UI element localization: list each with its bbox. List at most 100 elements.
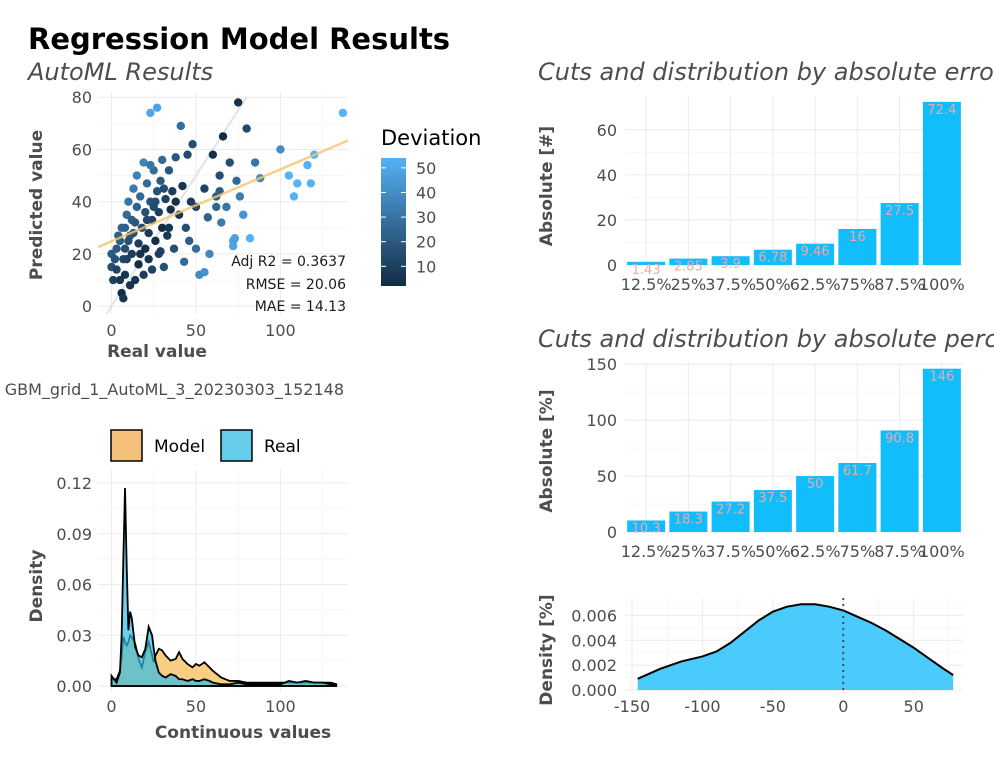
pct-density-x-tick: -50 bbox=[760, 697, 786, 716]
abs-error-x-tick: 87.5% bbox=[874, 275, 925, 294]
scatter-point bbox=[139, 158, 148, 167]
abs-pct-y-tick: 50 bbox=[597, 467, 617, 486]
abs-error-x-tick: 100% bbox=[919, 275, 965, 294]
pct-density-y-label: Density [%] bbox=[537, 594, 557, 705]
scatter-point bbox=[146, 108, 155, 118]
deviation-tick-label: 30 bbox=[416, 208, 436, 227]
scatter-point bbox=[129, 184, 138, 193]
abs-pct-x-tick: 25% bbox=[671, 542, 707, 561]
density-y-tick: 0.09 bbox=[56, 525, 92, 544]
scatter-point bbox=[235, 192, 245, 201]
pct-density-curve bbox=[637, 603, 954, 680]
scatter-point bbox=[159, 184, 169, 193]
pct-density-x-tick: 0 bbox=[838, 697, 848, 716]
model-caption: GBM_grid_1_AutoML_3_20230303_152148 bbox=[5, 380, 344, 400]
scatter-point bbox=[181, 223, 191, 233]
deviation-tick-label: 20 bbox=[416, 233, 436, 252]
abs-pct-bar bbox=[880, 430, 919, 532]
scatter-x-label: Real value bbox=[107, 342, 207, 362]
scatter-points bbox=[107, 98, 348, 303]
abs-error-y-tick: 0 bbox=[607, 256, 617, 275]
scatter-point bbox=[154, 207, 164, 217]
abs-error-y-tick: 40 bbox=[597, 166, 617, 185]
abs-error-bar-label: 9.46 bbox=[801, 245, 830, 260]
abs-error-bar-label: 72.4 bbox=[927, 103, 956, 118]
scatter-point bbox=[200, 184, 209, 193]
abs-error-y-tick: 20 bbox=[597, 211, 617, 230]
abs-error-bar bbox=[753, 249, 792, 265]
legend-swatch-model bbox=[110, 429, 143, 462]
pct-density-y-tick: 0.002 bbox=[571, 656, 617, 675]
scatter-point bbox=[134, 260, 143, 269]
abs-error-bar bbox=[922, 101, 961, 265]
abs-error-bar bbox=[627, 261, 666, 265]
abs-error-x-tick: 12.5% bbox=[621, 275, 672, 294]
scatter-point bbox=[161, 194, 170, 204]
scatter-point bbox=[212, 202, 221, 212]
scatter-point bbox=[156, 247, 165, 256]
density-x-tick: 0 bbox=[106, 697, 116, 716]
abs-error-bar-label: 6.78 bbox=[758, 251, 787, 266]
abs-error-title: Cuts and distribution by absolute error bbox=[538, 58, 994, 86]
scatter-point bbox=[110, 254, 120, 264]
scatter-point bbox=[152, 187, 162, 196]
abs-pct-bar-label: 90.8 bbox=[885, 431, 914, 446]
pct-density-y-tick: 0.004 bbox=[571, 631, 617, 650]
scatter-point bbox=[146, 160, 155, 170]
scatter-point bbox=[120, 270, 130, 280]
scatter-point bbox=[171, 197, 180, 206]
scatter-point bbox=[234, 98, 243, 107]
scatter-x-tick: 100 bbox=[265, 321, 296, 340]
scatter-point bbox=[176, 121, 185, 131]
scatter-point bbox=[284, 171, 294, 180]
abs-error-y-label: Absolute [#] bbox=[537, 126, 557, 246]
abs-error-x-tick: 62.5% bbox=[790, 275, 841, 294]
abs-pct-bar-label: 50 bbox=[807, 477, 824, 492]
abs-pct-x-tick: 50% bbox=[755, 542, 791, 561]
scatter-point bbox=[112, 265, 121, 274]
scatter-y-tick: 60 bbox=[72, 140, 92, 159]
scatter-point bbox=[151, 236, 160, 246]
scatter-point bbox=[122, 210, 131, 219]
pct-density-x-tick: 50 bbox=[904, 697, 924, 716]
scatter-point bbox=[185, 236, 194, 246]
scatter-point bbox=[164, 166, 174, 175]
scatter-point bbox=[132, 171, 142, 180]
abs-pct-y-tick: 0 bbox=[607, 523, 617, 542]
metric-adj-r2: Adj R2 = 0.3637 bbox=[231, 254, 346, 270]
scatter-point bbox=[149, 202, 158, 212]
scatter-point bbox=[166, 205, 175, 214]
scatter-y-tick: 0 bbox=[82, 297, 92, 316]
deviation-tick-label: 40 bbox=[416, 183, 436, 202]
density-y-tick: 0.03 bbox=[56, 626, 92, 645]
scatter-point bbox=[232, 176, 241, 185]
density-y-tick: 0.06 bbox=[56, 576, 92, 595]
scatter-point bbox=[239, 210, 248, 219]
scatter-point bbox=[134, 239, 143, 248]
scatter-point bbox=[276, 145, 285, 154]
density-y-label: Density bbox=[27, 550, 47, 623]
deviation-colorbar bbox=[381, 158, 406, 286]
scatter-point bbox=[142, 179, 152, 188]
abs-error-y-tick: 60 bbox=[597, 121, 617, 140]
abs-pct-bar bbox=[796, 476, 835, 532]
abs-error-bar bbox=[669, 258, 708, 265]
scatter-y-tick: 20 bbox=[72, 245, 92, 264]
pct-density-chart: -150 -100 -50 0 50 0.000 0.002 0.004 0.006 bbox=[571, 598, 963, 716]
scatter-point bbox=[217, 218, 226, 227]
abs-pct-y-tick: 100 bbox=[586, 411, 617, 430]
abs-error-bar-label: 3.9 bbox=[720, 257, 741, 272]
density-x-tick: 50 bbox=[186, 697, 206, 716]
scatter-point bbox=[112, 244, 121, 253]
scatter-point bbox=[109, 275, 118, 285]
abs-pct-bar-label: 61.7 bbox=[843, 464, 872, 479]
scatter-point bbox=[230, 234, 240, 243]
pct-density-y-tick: 0.006 bbox=[571, 606, 617, 625]
scatter-point bbox=[144, 228, 153, 238]
abs-pct-x-tick: 12.5% bbox=[621, 542, 672, 561]
abs-pct-x-tick: 37.5% bbox=[705, 542, 756, 561]
deviation-legend-title: Deviation bbox=[381, 126, 481, 150]
legend-label-model: Model bbox=[154, 437, 205, 457]
abs-pct-bar-label: 146 bbox=[929, 370, 954, 385]
